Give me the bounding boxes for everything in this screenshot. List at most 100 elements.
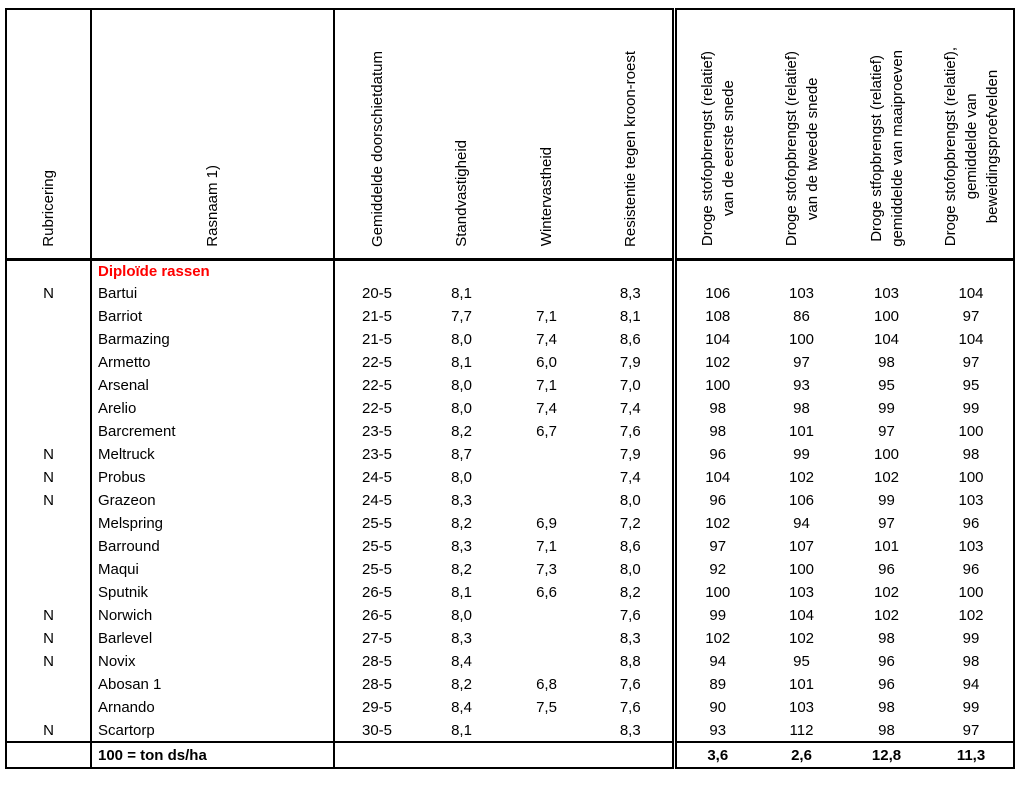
rubricering-cell: N xyxy=(6,719,92,742)
value-cell-ds-maaiproeven: 100 xyxy=(873,308,900,325)
value-cell-ds-tweede-snede: 102 xyxy=(788,630,815,647)
value-cell-ds-beweiding: 103 xyxy=(958,538,984,555)
column-header-wintervastheid: Wintervastheid xyxy=(504,9,589,261)
rubricering-cell xyxy=(6,512,92,535)
empty-cell xyxy=(6,259,92,282)
value-cell-ds-beweiding: 98 xyxy=(962,446,980,463)
rubricering-cell xyxy=(6,535,92,558)
value-cell-standvastigheid: 8,0 xyxy=(451,377,472,394)
value-cell-kroonroest: 8,6 xyxy=(589,535,677,558)
value-cell-ds-tweede-snede: 97 xyxy=(793,354,810,371)
value-cell-doorschietdatum: 28-5 xyxy=(361,676,393,693)
value-cell-doorschietdatum: 29-5 xyxy=(361,699,393,716)
rassen-table: Rubricering Rasnaam 1) Gemiddelde doorschi… xyxy=(5,8,1015,769)
rasnaam-cell: Barcrement xyxy=(91,420,335,443)
value-cell-doorschietdatum: 21-5 xyxy=(361,331,393,348)
value-cell-standvastigheid: 8,2 xyxy=(451,515,472,532)
value-cell-ds-eerste-snede: 90 xyxy=(709,699,727,716)
table-row: Barround 25-5 8,3 7,1 8,6 97 107 101 103 xyxy=(6,535,1014,558)
value-cell-ds-maaiproeven: 102 xyxy=(873,584,900,601)
value-cell-kroonroest: 8,3 xyxy=(589,282,677,305)
empty-cell xyxy=(6,741,92,768)
value-cell-ds-maaiproeven: 102 xyxy=(873,607,900,624)
value-cell-standvastigheid: 8,3 xyxy=(451,538,472,555)
column-header-label: Wintervastheid xyxy=(538,147,555,247)
value-cell-ds-beweiding: 104 xyxy=(958,285,984,302)
rasnaam-cell: Abosan 1 xyxy=(91,673,335,696)
value-cell-ds-beweiding: 104 xyxy=(958,331,984,348)
value-cell-ds-eerste-snede: 104 xyxy=(705,331,731,348)
value-cell-ds-eerste-snede: 99 xyxy=(709,607,727,624)
value-cell-ds-beweiding: 102 xyxy=(958,607,984,624)
value-cell-standvastigheid: 8,4 xyxy=(451,699,472,716)
rasnaam-cell: Bartui xyxy=(91,282,335,305)
footer-value-wintervastheid xyxy=(504,741,589,768)
value-cell-ds-tweede-snede: 95 xyxy=(793,653,810,670)
value-cell-doorschietdatum: 22-5 xyxy=(361,354,393,371)
rubricering-cell xyxy=(6,305,92,328)
rasnaam-cell: Arsenal xyxy=(91,374,335,397)
value-cell-ds-maaiproeven: 96 xyxy=(878,676,895,693)
rubricering-cell: N xyxy=(6,489,92,512)
rasnaam-cell: Grazeon xyxy=(91,489,335,512)
rasnaam-cell: Barriot xyxy=(91,305,335,328)
value-cell-ds-tweede-snede: 86 xyxy=(793,308,810,325)
value-cell-ds-maaiproeven: 101 xyxy=(873,538,900,555)
empty-cell xyxy=(844,259,929,282)
value-cell-ds-beweiding: 103 xyxy=(958,492,984,509)
value-cell-ds-tweede-snede: 103 xyxy=(788,584,815,601)
empty-cell xyxy=(929,259,1014,282)
value-cell-ds-beweiding: 100 xyxy=(958,584,984,601)
rubricering-cell xyxy=(6,328,92,351)
value-cell-ds-eerste-snede: 102 xyxy=(705,630,731,647)
rubricering-cell xyxy=(6,696,92,719)
value-cell-ds-tweede-snede: 102 xyxy=(788,469,815,486)
footer-label: 100 = ton ds/ha xyxy=(91,741,335,768)
value-cell-ds-eerste-snede: 102 xyxy=(705,515,731,532)
value-cell-kroonroest: 7,6 xyxy=(589,420,677,443)
value-cell-wintervastheid: 6,7 xyxy=(536,423,557,440)
rasnaam-cell: Probus xyxy=(91,466,335,489)
value-cell-kroonroest: 8,6 xyxy=(589,328,677,351)
value-cell-ds-beweiding: 97 xyxy=(962,308,980,325)
footer-value-doorschietdatum xyxy=(334,741,419,768)
rubricering-cell: N xyxy=(6,466,92,489)
empty-cell xyxy=(674,259,759,282)
value-cell-ds-beweiding: 94 xyxy=(962,676,980,693)
rasnaam-cell: Novix xyxy=(91,650,335,673)
value-cell-standvastigheid: 8,0 xyxy=(451,400,472,417)
value-cell-ds-maaiproeven: 98 xyxy=(878,699,895,716)
column-header-label: Droge stfopbrengst (relatief) gemiddelde … xyxy=(867,49,906,247)
column-header-label: Standvastigheid xyxy=(453,139,470,247)
value-cell-ds-tweede-snede: 106 xyxy=(788,492,815,509)
value-cell-kroonroest: 8,0 xyxy=(589,489,677,512)
value-cell-ds-beweiding: 99 xyxy=(962,630,980,647)
value-cell-kroonroest: 7,2 xyxy=(589,512,677,535)
value-cell-ds-beweiding: 99 xyxy=(962,400,980,417)
value-cell-ds-tweede-snede: 101 xyxy=(788,676,815,693)
value-cell-kroonroest: 7,6 xyxy=(589,696,677,719)
table-row: N Grazeon 24-5 8,3 8,0 96 106 99 103 xyxy=(6,489,1014,512)
rubricering-cell xyxy=(6,351,92,374)
value-cell-ds-maaiproeven: 104 xyxy=(873,331,900,348)
value-cell-ds-tweede-snede: 100 xyxy=(788,331,815,348)
group-header-label: Diploïde rassen xyxy=(91,259,335,282)
value-cell-doorschietdatum: 22-5 xyxy=(361,400,393,417)
value-cell-ds-beweiding: 96 xyxy=(962,515,980,532)
value-cell-wintervastheid xyxy=(504,650,589,673)
value-cell-doorschietdatum: 26-5 xyxy=(361,607,393,624)
value-cell-ds-tweede-snede: 104 xyxy=(788,607,815,624)
value-cell-ds-beweiding: 100 xyxy=(958,423,984,440)
rasnaam-cell: Arnando xyxy=(91,696,335,719)
column-header-ds-beweiding: Droge stofopbrengst (relatief), gemiddeld… xyxy=(929,9,1014,261)
rubricering-cell xyxy=(6,673,92,696)
value-cell-ds-beweiding: 95 xyxy=(962,377,980,394)
value-cell-ds-tweede-snede: 107 xyxy=(788,538,815,555)
footer-value-ds-maaiproeven: 12,8 xyxy=(844,741,929,768)
rubricering-cell xyxy=(6,397,92,420)
value-cell-wintervastheid: 6,6 xyxy=(536,584,557,601)
rasnaam-cell: Maqui xyxy=(91,558,335,581)
rasnaam-cell: Sputnik xyxy=(91,581,335,604)
value-cell-wintervastheid: 6,8 xyxy=(536,676,557,693)
value-cell-ds-tweede-snede: 98 xyxy=(793,400,810,417)
